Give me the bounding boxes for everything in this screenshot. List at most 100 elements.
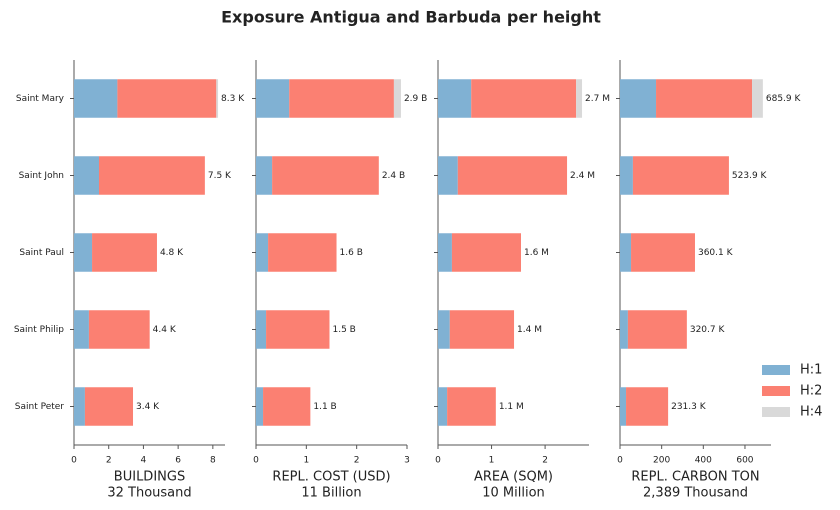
x-tick-label: 4 — [141, 456, 147, 466]
bar-segment — [451, 233, 521, 272]
total-label: 1.6 B — [340, 248, 363, 258]
chart-title: Exposure Antigua and Barbuda per height — [221, 8, 601, 27]
x-axis-total: 10 Million — [482, 486, 545, 501]
bar-segment — [449, 310, 515, 349]
bar-segment — [256, 233, 269, 272]
x-axis-total: 11 Billion — [301, 486, 361, 501]
bar-segment — [438, 79, 472, 118]
bar-segment — [216, 79, 219, 118]
x-tick-label: 0 — [435, 456, 441, 466]
bar-segment — [84, 387, 134, 426]
bar-segment — [631, 233, 695, 272]
bar-segment — [627, 310, 687, 349]
total-label: 1.4 M — [517, 325, 542, 335]
x-tick-label: 1 — [303, 456, 309, 466]
y-tick-label: Saint Mary — [16, 94, 65, 104]
x-tick-label: 0 — [617, 456, 623, 466]
bar-segment — [88, 310, 150, 349]
bar-segment — [74, 79, 118, 118]
x-tick-label: 6 — [175, 456, 181, 466]
total-label: 523.9 K — [732, 171, 768, 181]
total-label: 2.7 M — [585, 94, 610, 104]
x-tick-label: 0 — [71, 456, 77, 466]
bar-segment — [256, 387, 264, 426]
x-tick-label: 0 — [253, 456, 259, 466]
y-tick-label: Saint Peter — [15, 402, 65, 412]
legend-swatch — [762, 365, 790, 375]
total-label: 231.3 K — [671, 402, 707, 412]
bar-segment — [256, 156, 273, 195]
legend-label: H:1 — [800, 363, 822, 378]
bar-segment — [117, 79, 217, 118]
bar-segment — [256, 310, 267, 349]
total-label: 685.9 K — [766, 94, 802, 104]
x-axis-label: AREA (SQM) — [474, 470, 553, 485]
x-axis-label: REPL. CARBON TON — [631, 470, 759, 485]
bar-segment — [256, 79, 290, 118]
x-tick-label: 8 — [210, 456, 216, 466]
bar-segment — [438, 310, 450, 349]
total-label: 3.4 K — [136, 402, 160, 412]
total-label: 7.5 K — [208, 171, 232, 181]
bar-segment — [92, 233, 157, 272]
bar-segment — [457, 156, 568, 195]
bar-segment — [263, 387, 311, 426]
bar-segment — [620, 387, 627, 426]
total-label: 2.9 B — [404, 94, 427, 104]
total-label: 360.1 K — [698, 248, 734, 258]
bar-segment — [266, 310, 330, 349]
bar-segment — [632, 156, 729, 195]
x-tick-label: 2 — [354, 456, 360, 466]
bar-segment — [393, 79, 401, 118]
x-tick-label: 400 — [695, 456, 712, 466]
total-label: 320.7 K — [690, 325, 726, 335]
total-label: 4.8 K — [160, 248, 184, 258]
legend-label: H:4 — [800, 405, 822, 420]
total-label: 1.1 M — [499, 402, 524, 412]
x-tick-label: 200 — [653, 456, 670, 466]
x-tick-label: 1 — [489, 456, 495, 466]
bar-segment — [74, 387, 85, 426]
x-axis-total: 32 Thousand — [107, 486, 191, 501]
bar-segment — [620, 233, 632, 272]
total-label: 1.6 M — [524, 248, 549, 258]
legend-swatch — [762, 386, 790, 396]
legend-label: H:2 — [800, 384, 822, 399]
legend-swatch — [762, 407, 790, 417]
bar-segment — [620, 156, 633, 195]
x-tick-label: 600 — [736, 456, 753, 466]
bar-segment — [272, 156, 379, 195]
bar-segment — [438, 156, 458, 195]
bar-segment — [447, 387, 496, 426]
y-tick-label: Saint Philip — [14, 325, 64, 335]
x-axis-total: 2,389 Thousand — [643, 486, 748, 501]
bar-segment — [268, 233, 337, 272]
x-tick-label: 2 — [542, 456, 548, 466]
bar-segment — [74, 310, 89, 349]
y-tick-label: Saint John — [19, 171, 64, 181]
x-axis-label: BUILDINGS — [114, 470, 185, 485]
bar-segment — [620, 310, 628, 349]
total-label: 2.4 M — [570, 171, 595, 181]
total-label: 1.1 B — [313, 402, 336, 412]
bar-segment — [98, 156, 205, 195]
x-tick-label: 2 — [106, 456, 112, 466]
bar-segment — [289, 79, 394, 118]
total-label: 2.4 B — [382, 171, 405, 181]
x-axis-label: REPL. COST (USD) — [272, 470, 390, 485]
bar-segment — [656, 79, 753, 118]
bar-segment — [471, 79, 577, 118]
y-tick-label: Saint Paul — [19, 248, 64, 258]
bar-segment — [620, 79, 657, 118]
x-tick-label: 3 — [404, 456, 410, 466]
bar-segment — [626, 387, 669, 426]
total-label: 8.3 K — [221, 94, 245, 104]
bar-segment — [438, 233, 452, 272]
total-label: 1.5 B — [332, 325, 355, 335]
bar-segment — [752, 79, 763, 118]
bar-segment — [74, 233, 93, 272]
bar-segment — [438, 387, 448, 426]
total-label: 4.4 K — [153, 325, 177, 335]
bar-segment — [576, 79, 583, 118]
